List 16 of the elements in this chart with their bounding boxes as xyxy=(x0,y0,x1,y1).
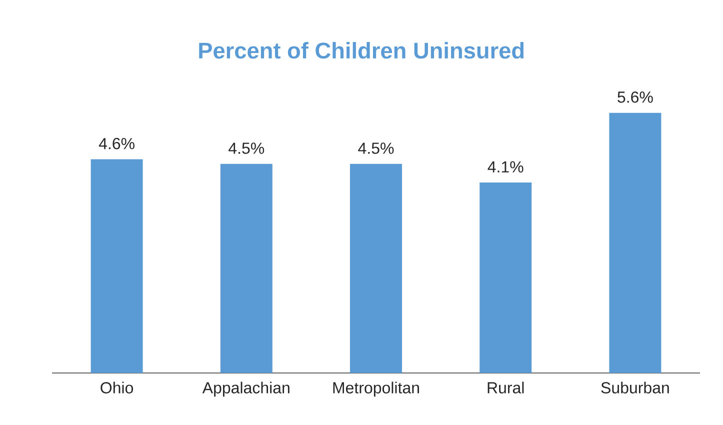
bar xyxy=(609,112,662,373)
x-tick-label: Rural xyxy=(488,382,524,394)
x-tick-label: Metropolitan xyxy=(333,382,419,397)
data-label: 4.5% xyxy=(358,142,394,154)
x-tick-label: Appalachian xyxy=(202,382,290,397)
chart-title: Percent of Children Uninsured xyxy=(199,42,524,59)
bar xyxy=(90,159,143,373)
bar xyxy=(220,164,272,373)
data-label: 4.1% xyxy=(488,161,524,172)
x-tick-label: Suburban xyxy=(601,382,669,394)
data-label: 5.6% xyxy=(618,91,653,103)
bar xyxy=(480,182,532,373)
x-tick-label: Ohio xyxy=(100,382,134,394)
bar xyxy=(350,164,402,373)
data-label: 4.6% xyxy=(98,138,134,150)
data-label: 4.5% xyxy=(228,142,264,154)
